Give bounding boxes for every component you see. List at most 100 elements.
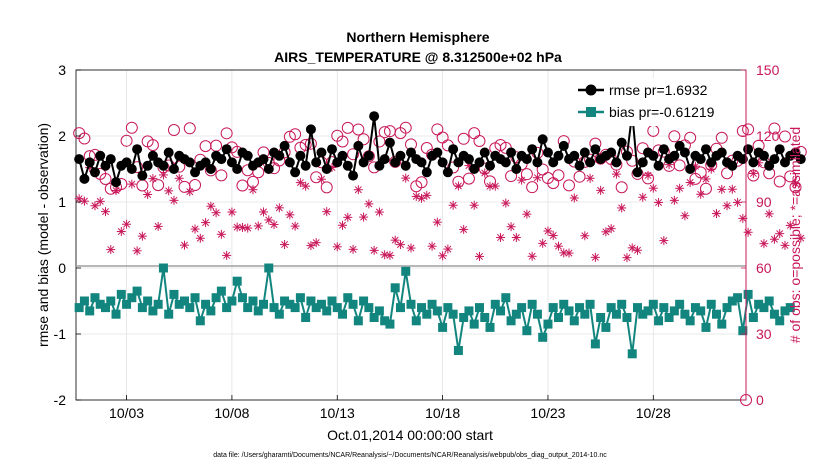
bias-point <box>690 303 700 313</box>
obs-assimilated-point <box>185 187 195 197</box>
bias-point <box>569 316 579 326</box>
obs-assimilated-point <box>243 223 253 233</box>
bias-point <box>680 309 690 319</box>
obs-assimilated-point <box>632 245 642 255</box>
rmse-point <box>263 164 274 174</box>
bias-point <box>564 306 574 316</box>
rmse-point <box>569 150 580 161</box>
rmse-point <box>111 177 122 188</box>
bias-point <box>116 289 126 299</box>
rmse-point <box>379 154 390 165</box>
y2-tick-label: 150 <box>756 62 780 78</box>
obs-possible-point <box>552 169 565 182</box>
obs-possible-point <box>526 181 539 194</box>
bias-point <box>143 296 153 306</box>
rmse-point <box>611 157 622 168</box>
obs-assimilated-point <box>480 168 490 178</box>
legend-rmse-marker <box>585 84 597 96</box>
obs-possible-point <box>289 128 302 141</box>
obs-possible-point <box>304 137 317 150</box>
rmse-point <box>89 167 100 178</box>
obs-assimilated-point <box>222 250 232 260</box>
obs-assimilated-point <box>459 224 469 234</box>
obs-assimilated-point <box>390 235 400 245</box>
bias-point <box>274 309 284 319</box>
bias-point <box>553 313 563 322</box>
bias-point <box>748 313 758 322</box>
obs-assimilated-point <box>601 227 611 237</box>
bias-point <box>632 303 642 313</box>
obs-assimilated-point <box>348 244 358 254</box>
obs-assimilated-point <box>401 173 411 183</box>
bias-point <box>269 303 279 313</box>
obs-assimilated-point <box>332 242 342 252</box>
rmse-point <box>769 154 780 165</box>
bias-point <box>301 313 311 322</box>
bias-point <box>369 313 379 322</box>
obs-assimilated-point <box>791 179 801 189</box>
y-axis-label-right: # of obs: o=possible; *=assimilated <box>787 127 803 343</box>
obs-assimilated-point <box>195 233 205 243</box>
y-tick-label: 1 <box>58 194 66 210</box>
rmse-point <box>432 147 443 158</box>
rmse-point <box>485 160 496 171</box>
obs-assimilated-point <box>496 233 506 243</box>
rmse-point <box>621 150 632 161</box>
x-tick-label: 10/28 <box>636 405 671 421</box>
bias-point <box>675 299 685 309</box>
y2-tick-label: 0 <box>756 392 764 408</box>
obs-assimilated-point <box>100 207 110 217</box>
obs-possible-point <box>199 140 212 153</box>
obs-possible-point <box>341 121 354 134</box>
x-tick-label: 10/13 <box>320 405 355 421</box>
bias-point <box>232 276 242 286</box>
rmse-point <box>758 150 769 161</box>
bias-point <box>448 309 458 319</box>
rmse-point <box>342 160 353 171</box>
rmse-point <box>585 157 596 168</box>
bias-point <box>575 303 585 313</box>
rmse-point <box>616 137 627 148</box>
obs-possible-point <box>99 172 112 185</box>
obs-possible-point <box>283 130 296 143</box>
bias-point <box>517 303 527 313</box>
rmse-point <box>532 157 543 168</box>
obs-assimilated-point <box>448 200 458 210</box>
legend-bias-label: bias pr=-0.61219 <box>609 104 715 120</box>
obs-assimilated-point <box>443 244 453 254</box>
bias-point <box>311 303 321 313</box>
obs-possible-point <box>673 159 686 172</box>
chart-title-line1: Northern Hemisphere <box>346 29 489 45</box>
y-tick-label: 0 <box>58 260 66 276</box>
rmse-point <box>274 150 285 161</box>
x-tick-label: 10/03 <box>109 405 144 421</box>
rmse-point <box>353 140 364 151</box>
obs-assimilated-point <box>95 196 105 206</box>
bias-point <box>432 306 442 316</box>
bias-point <box>438 322 448 332</box>
rmse-point <box>326 144 337 155</box>
bias-point <box>359 296 369 306</box>
obs-assimilated-point <box>353 185 363 195</box>
rmse-point <box>574 160 585 171</box>
obs-assimilated-point <box>759 239 769 249</box>
bias-point <box>153 299 163 309</box>
bias-point <box>764 296 774 306</box>
rmse-point <box>537 134 548 145</box>
series-obs-assimilated <box>74 158 806 406</box>
obs-assimilated-point <box>680 211 690 221</box>
obs-assimilated-point <box>79 196 89 206</box>
obs-possible-point <box>136 179 149 192</box>
rmse-point <box>395 150 406 161</box>
bias-point <box>95 299 105 309</box>
bias-point <box>285 299 295 309</box>
legend-box <box>572 78 740 126</box>
obs-assimilated-point <box>506 222 516 232</box>
bias-point <box>411 316 421 326</box>
bias-point <box>211 293 221 303</box>
obs-assimilated-point <box>501 198 511 208</box>
obs-possible-point <box>715 131 728 144</box>
obs-assimilated-point <box>432 217 442 227</box>
obs-assimilated-point <box>158 170 168 180</box>
rmse-point <box>369 111 380 122</box>
